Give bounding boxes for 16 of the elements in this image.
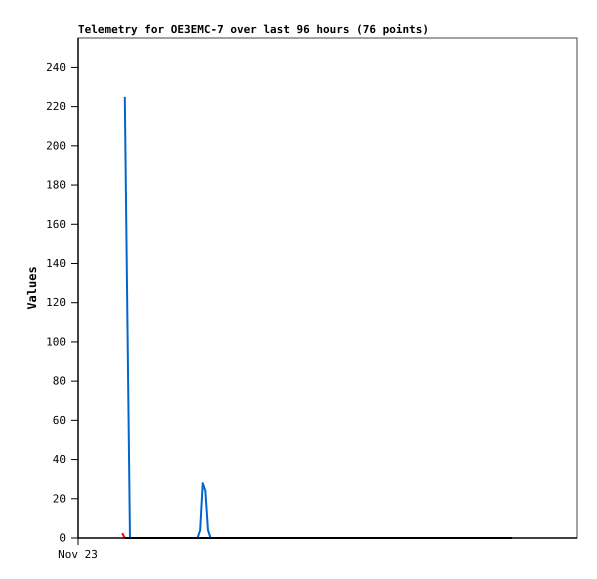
y-tick-label: 100 (46, 335, 66, 348)
y-axis-title: Values (25, 266, 39, 310)
y-tick-label: 180 (46, 178, 66, 192)
y-tick-label: 120 (46, 296, 66, 310)
y-tick-label: 0 (59, 532, 66, 545)
x-tick-label: Nov 23 (58, 548, 98, 561)
chart-title: Telemetry for OE3EMC-7 over last 96 hours (76 points) (78, 23, 429, 36)
y-tick-label: 20 (52, 492, 66, 506)
y-tick-label: 140 (46, 257, 66, 270)
y-tick-label: 200 (46, 139, 66, 152)
y-tick-label: 160 (46, 218, 66, 231)
y-tick-label: 220 (46, 100, 66, 114)
y-tick-label: 80 (52, 374, 66, 388)
y-tick-label: 60 (52, 414, 66, 427)
y-tick-label: 40 (52, 453, 66, 466)
y-tick-label: 240 (46, 60, 66, 74)
